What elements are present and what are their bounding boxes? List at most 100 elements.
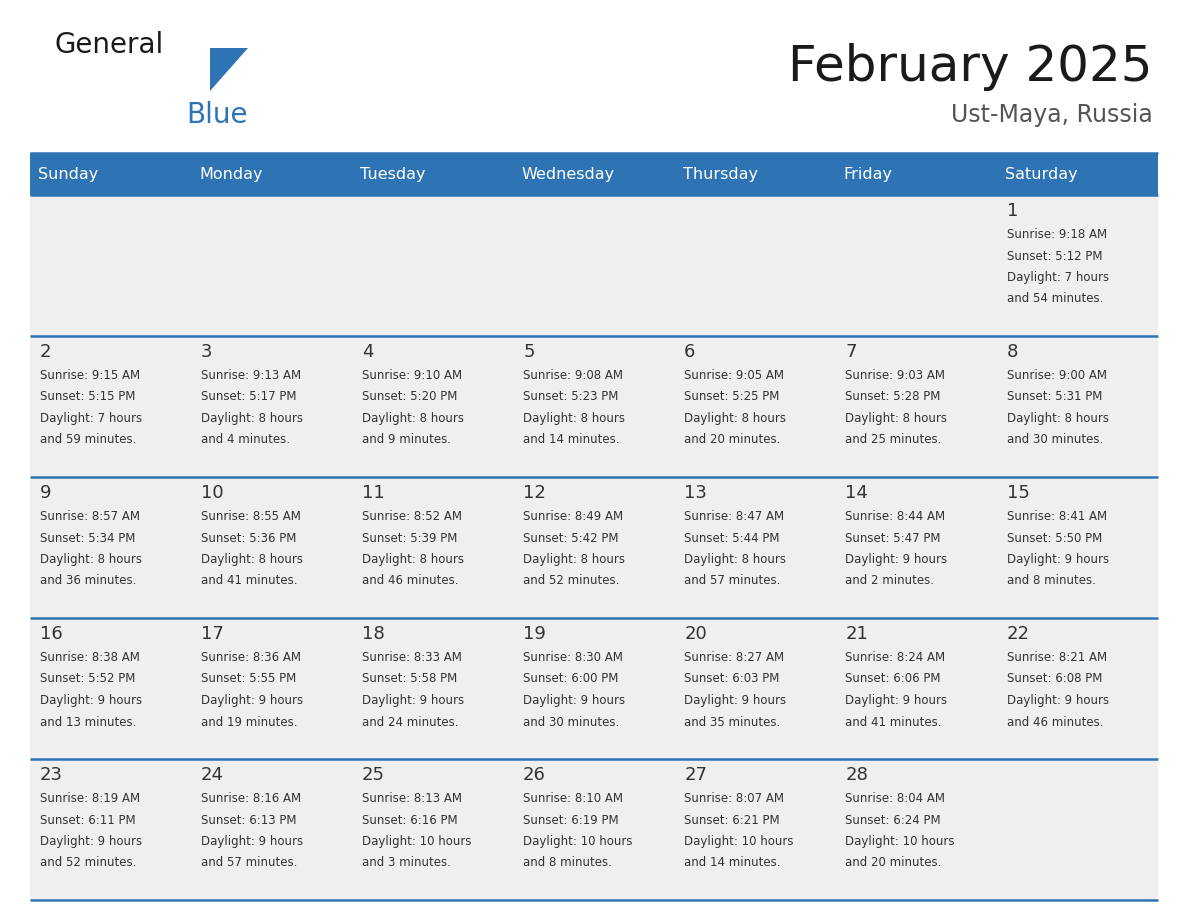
Text: Monday: Monday [200, 166, 263, 182]
Text: Sunset: 6:08 PM: Sunset: 6:08 PM [1006, 673, 1102, 686]
Text: Daylight: 10 hours: Daylight: 10 hours [684, 835, 794, 848]
Text: Daylight: 9 hours: Daylight: 9 hours [846, 694, 948, 707]
Bar [675, 618, 835, 759]
Text: 28: 28 [846, 766, 868, 784]
Bar [30, 759, 191, 900]
Bar [997, 477, 1158, 618]
Text: and 57 minutes.: and 57 minutes. [684, 575, 781, 588]
Text: Sunset: 5:17 PM: Sunset: 5:17 PM [201, 390, 296, 404]
Text: Daylight: 8 hours: Daylight: 8 hours [362, 412, 465, 425]
Bar [30, 618, 191, 759]
Text: Thursday: Thursday [683, 166, 758, 182]
Text: Sunrise: 9:18 AM: Sunrise: 9:18 AM [1006, 228, 1107, 241]
Text: 17: 17 [201, 625, 223, 643]
Text: Sunrise: 8:38 AM: Sunrise: 8:38 AM [39, 651, 139, 664]
Text: and 59 minutes.: and 59 minutes. [39, 433, 137, 446]
Bar [675, 153, 835, 195]
Text: Sunday: Sunday [38, 166, 99, 182]
Bar [513, 759, 675, 900]
Text: Sunset: 6:13 PM: Sunset: 6:13 PM [201, 813, 296, 826]
Bar [675, 336, 835, 477]
Text: Sunrise: 8:04 AM: Sunrise: 8:04 AM [846, 792, 946, 805]
Text: 25: 25 [362, 766, 385, 784]
Text: 4: 4 [362, 343, 373, 361]
Text: Sunrise: 9:00 AM: Sunrise: 9:00 AM [1006, 369, 1106, 382]
Text: Sunset: 6:19 PM: Sunset: 6:19 PM [523, 813, 619, 826]
Text: Daylight: 8 hours: Daylight: 8 hours [523, 412, 625, 425]
Text: Daylight: 9 hours: Daylight: 9 hours [684, 694, 786, 707]
Text: Sunrise: 8:49 AM: Sunrise: 8:49 AM [523, 510, 624, 523]
Text: 20: 20 [684, 625, 707, 643]
Text: Daylight: 10 hours: Daylight: 10 hours [846, 835, 955, 848]
Text: Sunrise: 9:13 AM: Sunrise: 9:13 AM [201, 369, 301, 382]
Text: and 25 minutes.: and 25 minutes. [846, 433, 942, 446]
Text: Sunset: 5:55 PM: Sunset: 5:55 PM [201, 673, 296, 686]
Bar [191, 477, 353, 618]
Text: Sunset: 5:44 PM: Sunset: 5:44 PM [684, 532, 779, 544]
Text: Friday: Friday [843, 166, 892, 182]
Text: and 52 minutes.: and 52 minutes. [523, 575, 619, 588]
Text: 3: 3 [201, 343, 213, 361]
Text: and 20 minutes.: and 20 minutes. [846, 856, 942, 869]
Text: Sunrise: 8:52 AM: Sunrise: 8:52 AM [362, 510, 462, 523]
Bar [353, 759, 513, 900]
Text: Sunset: 5:34 PM: Sunset: 5:34 PM [39, 532, 135, 544]
Text: 2: 2 [39, 343, 51, 361]
Bar [675, 759, 835, 900]
Text: Sunrise: 8:10 AM: Sunrise: 8:10 AM [523, 792, 623, 805]
Bar [30, 195, 191, 336]
Text: Daylight: 9 hours: Daylight: 9 hours [1006, 553, 1108, 566]
Bar [997, 759, 1158, 900]
Text: Sunset: 6:03 PM: Sunset: 6:03 PM [684, 673, 779, 686]
Text: Sunset: 5:52 PM: Sunset: 5:52 PM [39, 673, 135, 686]
Text: 6: 6 [684, 343, 696, 361]
Text: Daylight: 8 hours: Daylight: 8 hours [846, 412, 947, 425]
Text: Daylight: 8 hours: Daylight: 8 hours [1006, 412, 1108, 425]
Text: Sunset: 5:12 PM: Sunset: 5:12 PM [1006, 250, 1102, 263]
Text: Daylight: 9 hours: Daylight: 9 hours [201, 835, 303, 848]
Text: Sunrise: 8:57 AM: Sunrise: 8:57 AM [39, 510, 140, 523]
Text: 11: 11 [362, 484, 385, 502]
Text: Saturday: Saturday [1005, 166, 1078, 182]
Text: Sunrise: 8:24 AM: Sunrise: 8:24 AM [846, 651, 946, 664]
Text: Ust-Maya, Russia: Ust-Maya, Russia [952, 103, 1154, 127]
Bar [191, 336, 353, 477]
Bar [997, 153, 1158, 195]
Text: Daylight: 9 hours: Daylight: 9 hours [362, 694, 465, 707]
Text: Sunset: 5:31 PM: Sunset: 5:31 PM [1006, 390, 1102, 404]
Text: Sunset: 5:58 PM: Sunset: 5:58 PM [362, 673, 457, 686]
Bar [353, 153, 513, 195]
Bar [835, 336, 997, 477]
Text: Sunset: 5:25 PM: Sunset: 5:25 PM [684, 390, 779, 404]
Text: Daylight: 9 hours: Daylight: 9 hours [201, 694, 303, 707]
Text: Sunrise: 8:36 AM: Sunrise: 8:36 AM [201, 651, 301, 664]
Text: and 57 minutes.: and 57 minutes. [201, 856, 297, 869]
Bar [675, 477, 835, 618]
Text: Daylight: 9 hours: Daylight: 9 hours [39, 694, 141, 707]
Text: Blue: Blue [187, 101, 248, 129]
Text: and 30 minutes.: and 30 minutes. [523, 715, 619, 729]
Text: Sunset: 5:36 PM: Sunset: 5:36 PM [201, 532, 296, 544]
Bar [835, 195, 997, 336]
Text: and 4 minutes.: and 4 minutes. [201, 433, 290, 446]
Text: Daylight: 9 hours: Daylight: 9 hours [846, 553, 948, 566]
Polygon shape [210, 48, 248, 91]
Text: and 30 minutes.: and 30 minutes. [1006, 433, 1102, 446]
Bar [191, 759, 353, 900]
Text: and 52 minutes.: and 52 minutes. [39, 856, 137, 869]
Text: 1: 1 [1006, 202, 1018, 220]
Bar [997, 336, 1158, 477]
Text: and 14 minutes.: and 14 minutes. [523, 433, 620, 446]
Text: 9: 9 [39, 484, 51, 502]
Text: Sunset: 5:42 PM: Sunset: 5:42 PM [523, 532, 619, 544]
Text: Daylight: 8 hours: Daylight: 8 hours [523, 553, 625, 566]
Text: and 3 minutes.: and 3 minutes. [362, 856, 450, 869]
Text: Sunset: 6:00 PM: Sunset: 6:00 PM [523, 673, 619, 686]
Text: Tuesday: Tuesday [360, 166, 425, 182]
Text: 16: 16 [39, 625, 63, 643]
Text: Daylight: 8 hours: Daylight: 8 hours [201, 553, 303, 566]
Text: Sunrise: 9:03 AM: Sunrise: 9:03 AM [846, 369, 946, 382]
Text: Sunset: 6:24 PM: Sunset: 6:24 PM [846, 813, 941, 826]
Text: Daylight: 8 hours: Daylight: 8 hours [39, 553, 141, 566]
Text: 5: 5 [523, 343, 535, 361]
